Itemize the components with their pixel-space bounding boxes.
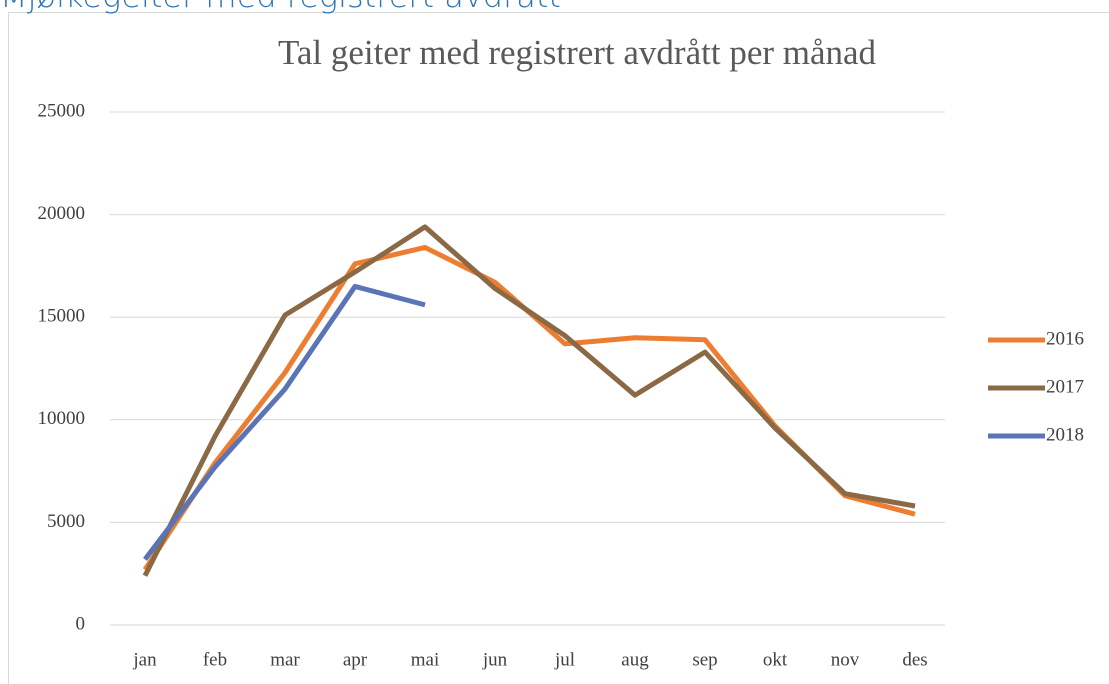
x-tick-label: des [902, 649, 927, 670]
legend-label: 2018 [1046, 424, 1084, 445]
x-tick-label: mai [411, 649, 440, 670]
x-tick-label: jan [132, 649, 157, 670]
x-tick-label: sep [692, 649, 717, 670]
x-tick-label: aug [621, 649, 649, 670]
series-line [142, 224, 916, 577]
y-tick-label: 15000 [38, 306, 86, 327]
x-tick-label: okt [763, 649, 788, 670]
legend-label: 2017 [1046, 376, 1084, 397]
x-tick-label: jul [554, 649, 575, 670]
x-tick-label: jun [482, 649, 508, 670]
series-line [143, 283, 426, 561]
y-tick-label: 10000 [38, 408, 86, 429]
x-tick-label: nov [831, 649, 860, 670]
y-tick-label: 25000 [38, 100, 86, 121]
chart-title: Tal geiter med registrert avdrått per må… [278, 33, 877, 72]
x-tick-label: feb [203, 649, 227, 670]
page-heading: Mjølkegeiter med registrert avdrått [0, 0, 561, 15]
x-tick-label: apr [343, 649, 368, 670]
y-tick-label: 5000 [47, 511, 85, 532]
y-tick-label: 0 [76, 613, 86, 634]
legend-label: 2016 [1046, 328, 1084, 349]
chart-border [8, 12, 1109, 684]
y-tick-label: 20000 [38, 203, 86, 224]
x-tick-label: mar [270, 649, 300, 670]
